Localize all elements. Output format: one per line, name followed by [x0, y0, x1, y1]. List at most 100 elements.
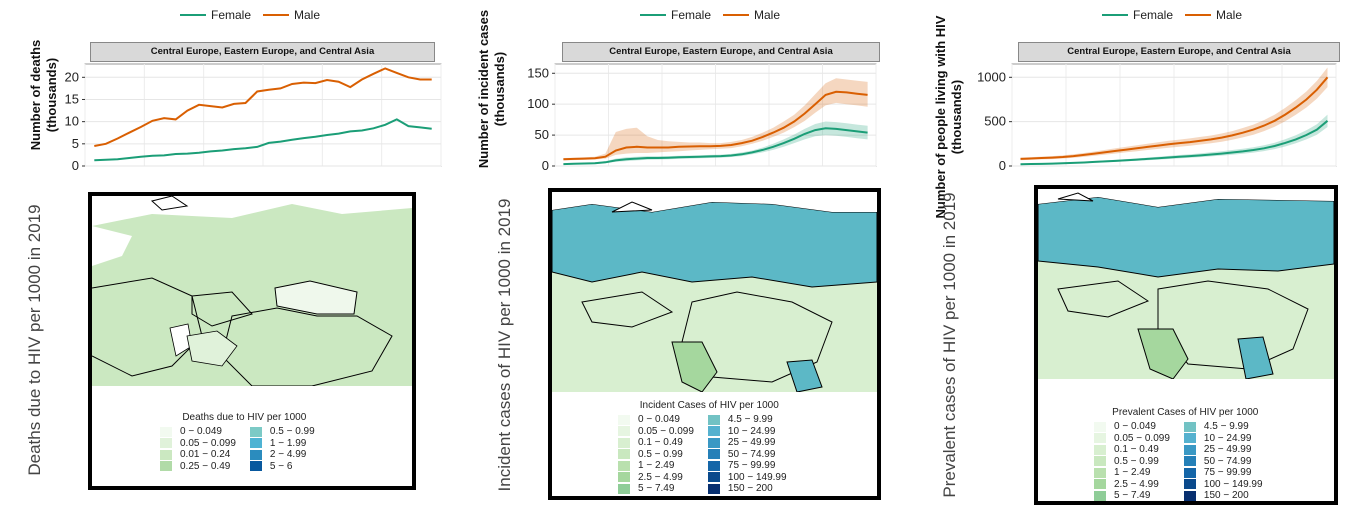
map-legend-label: 4.5 − 9.99	[1203, 421, 1249, 433]
legend-male: Male	[723, 8, 780, 22]
map-legend-label: 0.1 − 0.49	[638, 437, 683, 449]
legend-female-label: Female	[211, 8, 252, 22]
map-legend-row: 0.5 − 0.99	[249, 426, 315, 438]
map-legend-swatch	[1094, 433, 1106, 444]
y-axis-label-line2: (thousands)	[492, 51, 507, 127]
map-legend-swatch	[1094, 421, 1106, 432]
map-legend-columns: 0 − 0.049 0.05 − 0.099 0.1 − 0.49 0.5 − 0.9…	[618, 414, 801, 495]
map-legend-label: 0.25 − 0.49	[180, 460, 231, 472]
legend-male: Male	[263, 8, 320, 22]
map-ocean-west	[92, 226, 132, 266]
series-line-female	[563, 127, 868, 166]
map-legend-row: 75 − 99.99	[707, 460, 787, 472]
legend-male: Male	[1185, 8, 1242, 22]
legend-female-label: Female	[671, 8, 712, 22]
map-legend: Prevalent Cases of HIV per 1000 0 − 0.04…	[1094, 407, 1277, 502]
map-legend-swatch	[618, 472, 630, 483]
map-legend-swatch	[707, 437, 720, 448]
map-legend-row: 10 − 24.99	[707, 425, 787, 438]
y-tick-label: 1000	[977, 69, 1006, 84]
map-legend-row: 50 − 74.99	[707, 449, 787, 461]
map-legend-row: 0.01 − 0.24	[160, 449, 236, 461]
map-legend-label: 0 − 0.049	[638, 414, 680, 426]
map-legend-swatch	[707, 426, 720, 437]
y-tick-label: 50	[535, 127, 549, 142]
map-region-southeast-asia	[1237, 336, 1274, 380]
map-legend-row: 1 − 1.99	[249, 437, 315, 450]
map-legend-row: 150 − 200	[1183, 490, 1263, 502]
map-frame: Deaths due to HIV per 1000 0 − 0.049 0.05…	[88, 192, 416, 490]
map-coast-north	[150, 196, 189, 211]
map-legend-column: 0.5 − 0.99 1 − 1.99 2 − 4.99 5 − 6	[249, 426, 315, 472]
map-ocean-north	[1038, 189, 1334, 207]
map-legend-swatch	[618, 460, 630, 471]
map-legend-label: 5 − 7.49	[638, 483, 675, 495]
map-legend-label: 1 − 1.99	[269, 437, 307, 449]
map-legend-row: 0.25 − 0.49	[160, 461, 236, 473]
y-tick-label: 10	[65, 114, 79, 129]
map-coast-north	[611, 201, 653, 213]
y-axis-label-line1: Number of deaths	[28, 39, 43, 151]
map-legend-swatch	[618, 414, 630, 425]
series-band-male	[563, 78, 868, 161]
legend-male-swatch	[263, 9, 290, 21]
map-legend-column: 0 − 0.049 0.05 − 0.099 0.1 − 0.49 0.5 − 0.9…	[618, 414, 694, 495]
series-line-male	[1020, 76, 1329, 160]
map-legend-swatch	[160, 426, 172, 437]
map-legend-swatch	[618, 437, 630, 448]
map-side-label: Prevalent cases of HIV per 1000 in 2019	[940, 192, 959, 498]
map-region-india	[671, 341, 718, 393]
map-legend-column: 0 − 0.049 0.05 − 0.099 0.01 − 0.24 0.25 − 0…	[160, 426, 236, 472]
y-tick-label: 0	[999, 158, 1006, 173]
map-legend-swatch	[1183, 444, 1196, 455]
line-chart-prevalent: 0 500 1000	[977, 63, 1337, 173]
map-legend-label: 0.5 − 0.99	[269, 426, 315, 438]
map-legend-row: 25 − 49.99	[707, 437, 787, 449]
map-legend-row: 0 − 0.049	[160, 426, 236, 438]
map-legend-swatch	[1183, 490, 1196, 501]
map-legend-row: 5 − 7.49	[1094, 490, 1170, 501]
series-line-female	[1020, 120, 1329, 166]
map-side-label: Incident cases of HIV per 1000 in 2019	[495, 198, 514, 492]
map-legend-row: 0.05 − 0.099	[160, 438, 236, 450]
map-legend-label: 25 − 49.99	[1203, 444, 1252, 456]
map-legend-swatch	[249, 449, 262, 460]
legend-female-swatch	[1102, 9, 1128, 21]
facet-strip: Central Europe, Eastern Europe, and Cent…	[90, 42, 435, 62]
map-legend-label: 1 − 2.49	[638, 460, 675, 472]
y-axis-label-line1: Number of incident cases	[476, 9, 491, 169]
map-legend: Deaths due to HIV per 1000 0 − 0.049 0.05…	[160, 412, 329, 472]
map-side-label: Deaths due to HIV per 1000 in 2019	[25, 204, 44, 476]
map-legend-label: 0 − 0.049	[180, 426, 222, 438]
map-legend-label: 100 − 149.99	[1203, 478, 1263, 490]
map-legend-row: 4.5 − 9.99	[1183, 421, 1263, 433]
map-legend-label: 10 − 24.99	[727, 425, 776, 437]
map-legend-row: 0.5 − 0.99	[1094, 456, 1170, 468]
map-legend: Incident Cases of HIV per 1000 0 − 0.049…	[618, 400, 801, 495]
map-legend-row: 0.1 − 0.49	[1094, 444, 1170, 456]
map-legend-label: 2 − 4.99	[269, 449, 307, 461]
map-legend-row: 0.05 − 0.099	[618, 426, 694, 438]
legend-female: Female	[1102, 8, 1173, 22]
map-deaths	[92, 196, 412, 396]
map-legend-row: 25 − 49.99	[1183, 444, 1263, 456]
map-region-russia	[552, 201, 877, 288]
map-frame: Incident Cases of HIV per 1000 0 − 0.049…	[548, 188, 881, 500]
map-legend-row: 1 − 2.49	[618, 460, 694, 472]
legend-female: Female	[180, 8, 251, 22]
y-tick-label: 5	[72, 136, 79, 151]
map-legend-columns: 0 − 0.049 0.05 − 0.099 0.01 − 0.24 0.25 − 0…	[160, 426, 329, 472]
facet-strip: Central Europe, Eastern Europe, and Cent…	[562, 42, 880, 62]
chart-legend: Female Male	[180, 8, 332, 22]
map-legend-row: 50 − 74.99	[1183, 455, 1263, 468]
map-legend-label: 50 − 74.99	[1203, 455, 1252, 467]
map-legend-label: 150 − 200	[1203, 490, 1249, 502]
map-legend-column: 0 − 0.049 0.05 − 0.099 0.1 − 0.49 0.5 − 0.9…	[1094, 421, 1170, 501]
map-legend-column: 4.5 − 9.99 10 − 24.99 25 − 49.99 50 − 74.99…	[707, 414, 787, 495]
map-legend-label: 2.5 − 4.99	[1114, 478, 1159, 490]
map-frame: Prevalent Cases of HIV per 1000 0 − 0.04…	[1034, 185, 1338, 505]
map-legend-label: 0.05 − 0.099	[180, 437, 236, 449]
map-legend-swatch	[1094, 479, 1106, 490]
chart-legend: Female Male	[640, 8, 792, 22]
map-border-kazakhstan	[581, 291, 674, 328]
